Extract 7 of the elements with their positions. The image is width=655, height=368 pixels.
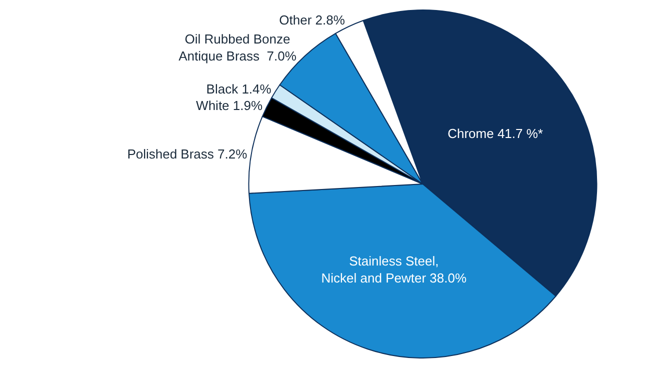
slice-label: Chrome 41.7 %* [448,126,543,141]
slice-label: White 1.9% [196,98,263,114]
slice-label: Black 1.4% [206,82,272,97]
slice-label: Oil Rubbed Bonze Antique Brass 7.0% [178,32,297,64]
slice-label: Stainless Steel, Nickel and Pewter 38.0% [321,254,467,286]
slice-label: Polished Brass 7.2% [127,146,248,162]
slice-label: Other 2.8% [279,12,346,28]
